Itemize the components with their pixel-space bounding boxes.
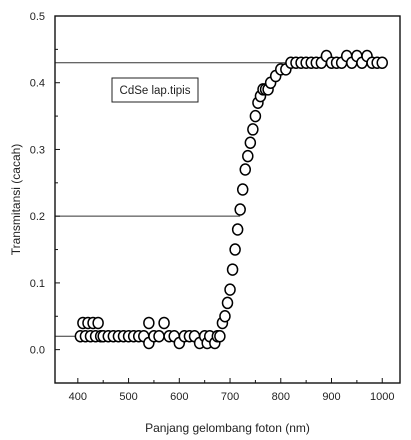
data-point (236, 183, 249, 196)
data-point (92, 316, 104, 330)
x-axis-label: Panjang gelombang foton (nm) (145, 421, 310, 435)
y-tick-label: 0.4 (30, 78, 45, 90)
x-tick-label: 900 (322, 391, 340, 403)
y-axis-label: Transmitansi (cacah) (9, 144, 23, 256)
data-point (214, 330, 226, 343)
legend-frame (111, 77, 199, 103)
y-tick-label: 0.1 (30, 278, 45, 290)
data-point (143, 316, 155, 330)
legend-label: CdSe lap.tipis (120, 85, 191, 97)
data-point (234, 203, 246, 216)
data-point (158, 316, 170, 330)
data-point (226, 263, 239, 276)
data-points (74, 49, 388, 350)
y-tick-label: 0.0 (30, 345, 45, 357)
data-point (153, 330, 165, 343)
x-tick-label: 500 (119, 391, 137, 403)
data-point (229, 243, 241, 256)
data-point (247, 123, 259, 136)
data-point (376, 56, 388, 69)
x-tick-label: 1000 (370, 391, 394, 403)
legend-box: CdSe lap.tipis (111, 77, 199, 103)
x-tick-label: 800 (272, 391, 290, 403)
data-point (249, 109, 262, 123)
x-axis-ticks: 400 500 600 700 800 900 1000 (69, 378, 394, 403)
plot-frame (54, 15, 401, 384)
data-point (242, 149, 254, 163)
x-tick-label: 400 (69, 391, 87, 403)
data-point (231, 223, 244, 236)
y-axis-ticks: 0.0 0.1 0.2 0.3 0.4 0.5 (30, 11, 60, 357)
data-point (224, 283, 236, 296)
data-point (221, 296, 234, 310)
y-tick-label: 0.5 (30, 11, 45, 23)
x-tick-label: 700 (221, 391, 239, 403)
data-point (239, 163, 252, 176)
data-point (244, 136, 257, 150)
y-tick-label: 0.2 (30, 211, 45, 223)
data-point (219, 310, 231, 323)
x-tick-label: 600 (170, 391, 188, 403)
y-tick-label: 0.3 (30, 144, 45, 156)
